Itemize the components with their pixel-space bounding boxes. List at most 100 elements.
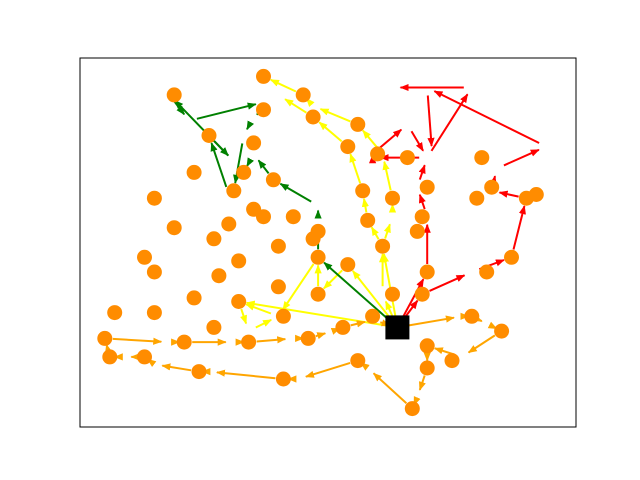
- route-2: [401, 90, 540, 322]
- route-arrow: [383, 223, 391, 239]
- customer-node: [191, 364, 207, 380]
- customer-node: [206, 231, 222, 247]
- route-arrow: [112, 337, 163, 345]
- customer-node: [256, 209, 271, 225]
- customer-node: [270, 279, 286, 295]
- customer-node: [399, 150, 415, 166]
- route-arrow: [161, 363, 192, 372]
- customer-node: [419, 360, 435, 376]
- route-arrow: [418, 375, 426, 391]
- customer-node: [201, 128, 217, 143]
- customer-node: [385, 286, 400, 302]
- route-arrow: [349, 153, 362, 184]
- customer-node: [419, 179, 435, 195]
- route-arrow: [246, 157, 255, 167]
- route-arrow: [352, 270, 394, 322]
- customer-node: [365, 308, 381, 324]
- customer-node: [166, 220, 182, 236]
- customer-node: [350, 353, 366, 369]
- route-arrow: [210, 142, 228, 188]
- route-arrow: [257, 159, 270, 175]
- customer-node: [370, 146, 386, 162]
- customer-node: [419, 264, 435, 280]
- customer-node: [340, 257, 356, 273]
- customer-node: [221, 216, 237, 232]
- customer-node: [265, 172, 281, 188]
- customer-node: [340, 139, 356, 155]
- customer-node: [256, 102, 271, 118]
- customer-node: [241, 334, 257, 350]
- route-arrow: [418, 164, 426, 180]
- route-4: [284, 98, 397, 320]
- route-arrow: [240, 308, 248, 325]
- route-arrow: [361, 197, 369, 213]
- customer-node: [102, 349, 118, 365]
- customer-node: [300, 330, 316, 346]
- customer-node: [464, 308, 480, 324]
- customer-node: [206, 319, 222, 335]
- customer-node: [285, 209, 301, 225]
- customer-node: [335, 319, 351, 335]
- depot-marker: [385, 315, 410, 340]
- customer-node: [469, 190, 485, 206]
- customer-node: [494, 323, 510, 339]
- customer-node: [176, 334, 192, 350]
- customer-node: [211, 268, 227, 284]
- customer-node: [146, 305, 162, 321]
- customer-node: [305, 109, 321, 125]
- route-arrow: [319, 108, 351, 123]
- plot-area-frame: [79, 57, 577, 428]
- customer-node: [355, 183, 371, 199]
- route-3: [269, 78, 397, 321]
- route-arrow: [362, 129, 379, 149]
- customer-node: [275, 308, 291, 324]
- route-arrow: [418, 193, 426, 210]
- route-arrow: [282, 263, 315, 311]
- route-arrow: [426, 95, 435, 147]
- customer-node: [305, 231, 321, 247]
- customer-node: [137, 249, 152, 265]
- route-arrow: [382, 160, 392, 191]
- route-arrow: [405, 315, 455, 327]
- customer-node: [236, 164, 252, 180]
- route-arrow: [279, 182, 312, 203]
- customer-node: [409, 223, 425, 239]
- customer-node: [256, 68, 271, 84]
- customer-node: [107, 305, 123, 321]
- route-arrow: [305, 361, 351, 378]
- customer-node: [231, 294, 247, 309]
- customer-node: [385, 190, 400, 206]
- route-arrow: [378, 128, 402, 150]
- customer-node: [360, 212, 376, 228]
- customer-node: [246, 135, 262, 151]
- customer-node: [444, 353, 460, 369]
- customer-node: [231, 253, 247, 269]
- route-arrow: [350, 320, 366, 328]
- route-arrow: [410, 130, 424, 152]
- customer-node: [474, 150, 490, 166]
- customer-node: [166, 87, 182, 103]
- route-arrow: [196, 102, 257, 120]
- customer-node: [226, 183, 242, 199]
- routes-layer: [105, 78, 540, 406]
- route-arrow: [498, 190, 519, 198]
- route-arrow: [381, 253, 397, 320]
- customer-node: [479, 264, 495, 280]
- customer-node: [275, 371, 291, 387]
- customer-node: [419, 338, 435, 354]
- nodes-layer: [97, 68, 544, 417]
- customer-node: [375, 238, 391, 254]
- customer-node: [350, 116, 366, 132]
- customer-node: [97, 330, 113, 346]
- customer-node: [186, 164, 202, 180]
- route-arrow: [323, 269, 343, 290]
- route-arrow: [315, 332, 327, 340]
- customer-node: [146, 264, 162, 280]
- customer-node: [137, 349, 152, 365]
- route-arrow: [233, 143, 244, 184]
- customer-node: [295, 87, 311, 103]
- route-arrow: [216, 369, 276, 380]
- route-arrow: [318, 121, 343, 143]
- depot-layer: [385, 315, 410, 340]
